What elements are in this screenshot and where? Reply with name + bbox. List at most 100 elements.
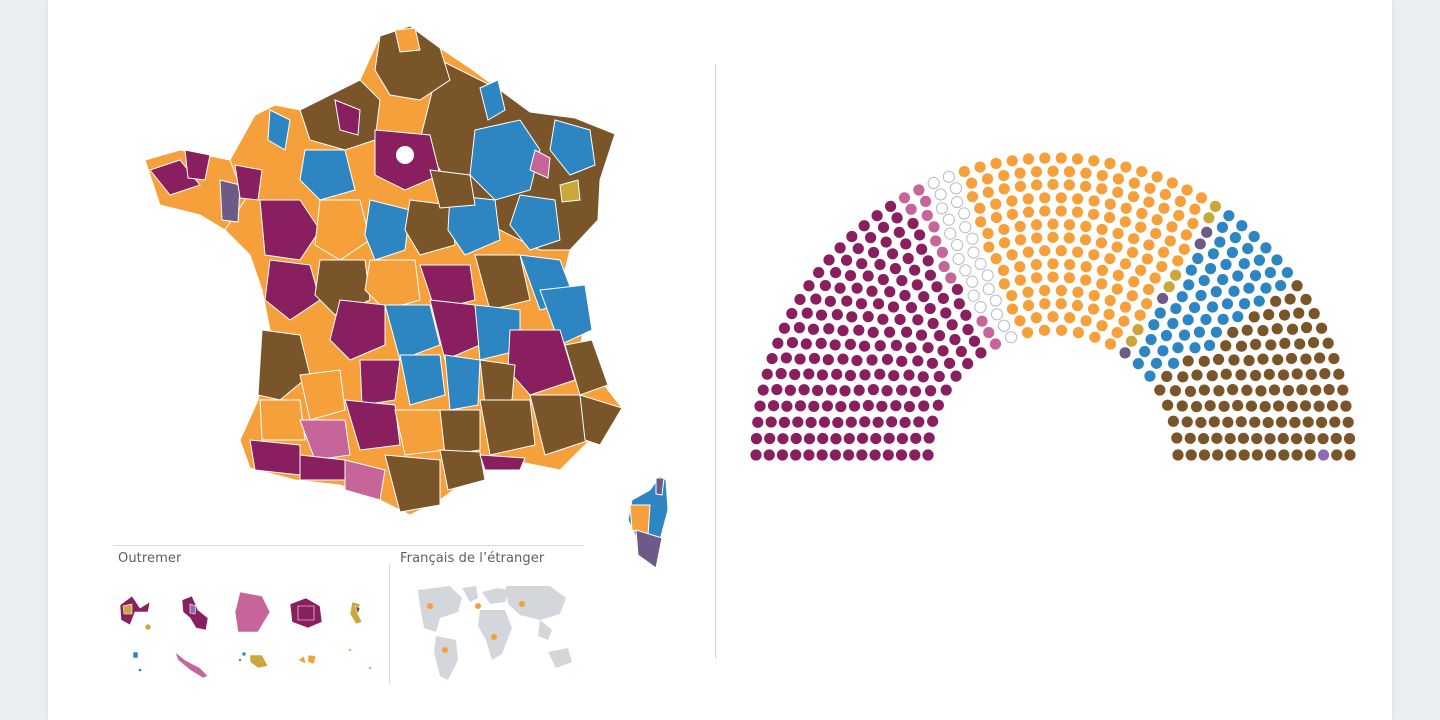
seat-orange[interactable]	[1126, 246, 1139, 259]
seat-purple[interactable]	[924, 302, 936, 315]
seat-purple[interactable]	[900, 238, 912, 250]
seat-white_seat[interactable]	[952, 252, 965, 266]
seat-brown[interactable]	[1265, 449, 1277, 461]
seat-white_seat[interactable]	[990, 308, 1004, 321]
seat-white_seat[interactable]	[966, 232, 979, 245]
seat-purple[interactable]	[889, 263, 902, 275]
seat-blue[interactable]	[1200, 313, 1212, 326]
seat-orange[interactable]	[1047, 258, 1059, 270]
seat-orange[interactable]	[1088, 195, 1100, 207]
seat-orange[interactable]	[1047, 231, 1059, 243]
seat-orange[interactable]	[990, 211, 1003, 224]
seat-brown[interactable]	[1225, 449, 1237, 461]
seat-orange[interactable]	[1047, 271, 1059, 283]
seat-brown[interactable]	[1197, 433, 1210, 445]
seat-purple[interactable]	[800, 338, 812, 350]
seat-orange[interactable]	[1030, 219, 1043, 231]
seat-brown[interactable]	[1322, 337, 1334, 349]
seat-purple[interactable]	[900, 326, 913, 338]
seat-white_seat[interactable]	[959, 221, 972, 234]
seat-orange[interactable]	[966, 191, 979, 203]
seat-purple[interactable]	[922, 449, 934, 461]
seat-orange[interactable]	[1071, 206, 1084, 218]
seat-purple[interactable]	[752, 416, 764, 428]
seat-purple[interactable]	[786, 337, 799, 349]
seat-brown[interactable]	[1262, 416, 1274, 429]
seat-purple[interactable]	[923, 432, 935, 444]
seat-brown[interactable]	[1278, 449, 1290, 461]
seat-blue[interactable]	[1172, 342, 1184, 354]
seat-blue[interactable]	[1226, 246, 1238, 259]
seat-brown[interactable]	[1228, 354, 1240, 366]
seat-purple[interactable]	[812, 384, 824, 397]
seat-orange[interactable]	[1055, 245, 1067, 257]
seat-orange[interactable]	[1006, 289, 1018, 302]
seat-purple[interactable]	[772, 337, 784, 349]
seat-purple[interactable]	[757, 384, 769, 396]
seat-blue[interactable]	[1236, 220, 1248, 232]
seat-purple[interactable]	[951, 283, 964, 296]
seat-orange[interactable]	[1119, 258, 1132, 270]
seat-brown[interactable]	[1330, 432, 1342, 445]
seat-gold[interactable]	[1125, 335, 1138, 347]
seat-orange[interactable]	[1136, 207, 1148, 220]
seat-orange[interactable]	[1104, 157, 1116, 170]
seat-purple[interactable]	[933, 330, 946, 342]
seat-brown[interactable]	[1248, 311, 1260, 323]
seat-blue[interactable]	[1160, 330, 1173, 342]
seat-brown[interactable]	[1243, 354, 1255, 367]
seat-white_seat[interactable]	[967, 289, 980, 302]
seat-pink[interactable]	[945, 272, 957, 284]
seat-purple[interactable]	[882, 449, 894, 461]
seat-orange[interactable]	[1166, 177, 1178, 189]
seat-orange[interactable]	[1174, 195, 1186, 208]
seat-orange[interactable]	[1072, 246, 1084, 258]
seat-pink[interactable]	[976, 315, 988, 327]
seat-purple[interactable]	[887, 301, 900, 313]
seat-purple[interactable]	[888, 370, 900, 382]
seat-purple[interactable]	[829, 449, 841, 461]
seat-purple[interactable]	[822, 354, 834, 366]
seat-orange[interactable]	[1079, 234, 1092, 246]
seat-blue[interactable]	[1145, 333, 1157, 346]
seat-brown[interactable]	[1300, 322, 1313, 334]
seat-purple[interactable]	[937, 292, 949, 305]
seat-pink[interactable]	[913, 184, 925, 196]
seat-brown[interactable]	[1181, 416, 1193, 428]
seat-purple[interactable]	[830, 433, 842, 445]
seat-orange[interactable]	[1112, 227, 1124, 240]
seat-orange[interactable]	[998, 278, 1010, 290]
seat-purple[interactable]	[835, 400, 847, 413]
seat-purple[interactable]	[846, 311, 858, 323]
seat-purple[interactable]	[815, 337, 827, 349]
seat-purple[interactable]	[767, 400, 780, 412]
seat-purple[interactable]	[922, 342, 934, 354]
seat-purple[interactable]	[808, 400, 820, 412]
seat-brown[interactable]	[1184, 432, 1196, 444]
seat-purple[interactable]	[764, 432, 776, 445]
seat-purple[interactable]	[853, 324, 865, 336]
outremer-maps[interactable]	[119, 591, 372, 679]
seat-purple[interactable]	[940, 384, 952, 396]
seat-brown[interactable]	[1310, 384, 1322, 396]
seat-brown[interactable]	[1249, 369, 1262, 382]
seat-purple[interactable]	[816, 449, 828, 461]
seat-white_seat[interactable]	[989, 294, 1002, 307]
seat-purple[interactable]	[962, 358, 974, 370]
seat-purple[interactable]	[766, 352, 778, 365]
seat-gold[interactable]	[1163, 281, 1175, 293]
seat-purple[interactable]	[789, 368, 801, 381]
seat-orange[interactable]	[1135, 264, 1147, 276]
seat-purple[interactable]	[807, 323, 820, 335]
seat-pink[interactable]	[930, 235, 942, 247]
seat-brown[interactable]	[1257, 325, 1269, 337]
seat-purple[interactable]	[874, 368, 886, 380]
seat-orange[interactable]	[1072, 286, 1084, 298]
seat-brown[interactable]	[1308, 308, 1320, 320]
seat-brown[interactable]	[1293, 307, 1305, 319]
seat-orange[interactable]	[1039, 192, 1051, 204]
seat-brown[interactable]	[1208, 416, 1220, 428]
seat-brown[interactable]	[1328, 352, 1340, 365]
seat-orange[interactable]	[1158, 246, 1170, 258]
seat-gold[interactable]	[1169, 269, 1182, 281]
